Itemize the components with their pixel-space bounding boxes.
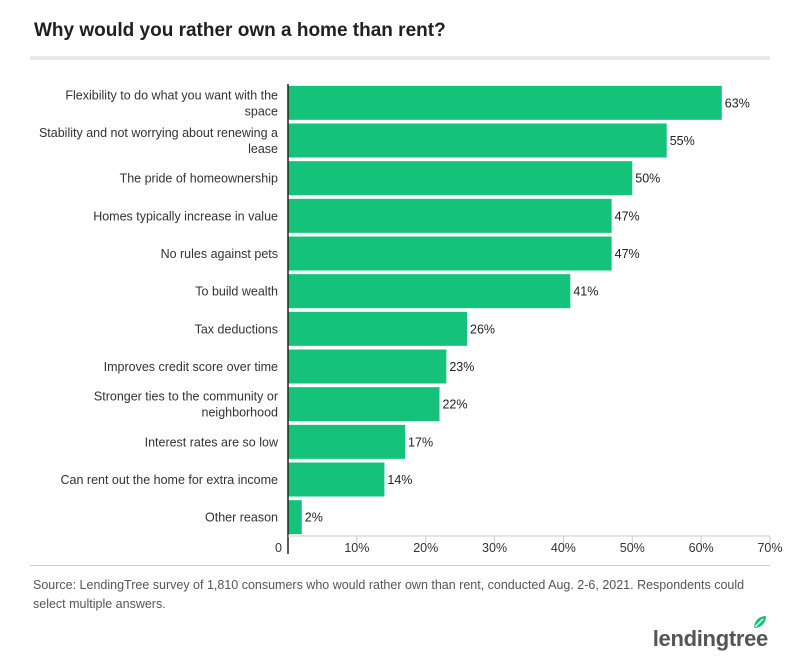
category-label: No rules against pets: [161, 247, 278, 261]
value-label: 17%: [408, 435, 433, 449]
bar: [288, 198, 612, 233]
value-label: 47%: [615, 247, 640, 261]
x-tick-label: 20%: [413, 541, 438, 555]
bar: [288, 349, 447, 384]
leaf-icon: [754, 616, 766, 628]
bar: [288, 236, 612, 271]
bar: [288, 274, 571, 309]
category-label: Improves credit score over time: [104, 360, 278, 374]
value-label: 26%: [470, 322, 495, 336]
value-label: 47%: [615, 209, 640, 223]
value-label: 63%: [725, 96, 750, 110]
x-tick-label: 0: [275, 541, 282, 555]
brand-wordmark: lendingtree: [652, 626, 769, 651]
category-label: space: [245, 104, 278, 118]
source-divider: [30, 565, 770, 566]
x-tick-label: 30%: [482, 541, 507, 555]
bar: [288, 462, 385, 497]
title-divider: [30, 56, 770, 60]
value-label: 50%: [635, 172, 660, 186]
x-tick-label: 60%: [689, 541, 714, 555]
chart-title: Why would you rather own a home than ren…: [34, 20, 446, 41]
value-label: 22%: [442, 398, 467, 412]
category-label: neighborhood: [202, 406, 279, 420]
bar: [288, 311, 468, 346]
bar: [288, 387, 440, 422]
category-label: Tax deductions: [195, 322, 278, 336]
x-tick-label: 40%: [551, 541, 576, 555]
bar: [288, 500, 302, 535]
value-label: 41%: [573, 285, 598, 299]
x-tick-label: 50%: [620, 541, 645, 555]
bar: [288, 161, 633, 196]
category-label: Stronger ties to the community or: [94, 390, 278, 404]
x-tick-label: 10%: [344, 541, 369, 555]
category-label: Other reason: [205, 511, 278, 525]
category-label: Stability and not worrying about renewin…: [39, 126, 278, 140]
value-label: 2%: [305, 511, 323, 525]
category-label: Interest rates are so low: [145, 435, 279, 449]
value-label: 55%: [670, 134, 695, 148]
brand-logo: lendingtree: [652, 616, 769, 652]
category-label: The pride of homeownership: [120, 172, 278, 186]
bar: [288, 123, 667, 158]
bar: [288, 85, 722, 120]
value-label: 23%: [449, 360, 474, 374]
bar-chart: 63% Flexibility to do what you want with …: [39, 84, 783, 555]
category-label: To build wealth: [195, 285, 278, 299]
category-label: Can rent out the home for extra income: [61, 473, 279, 487]
bar: [288, 424, 406, 459]
category-label: lease: [248, 142, 278, 156]
x-tick-label: 70%: [757, 541, 782, 555]
value-label: 14%: [387, 473, 412, 487]
category-label: Homes typically increase in value: [93, 209, 278, 223]
category-label: Flexibility to do what you want with the: [65, 88, 278, 102]
source-note: Source: LendingTree survey of 1,810 cons…: [33, 578, 745, 611]
